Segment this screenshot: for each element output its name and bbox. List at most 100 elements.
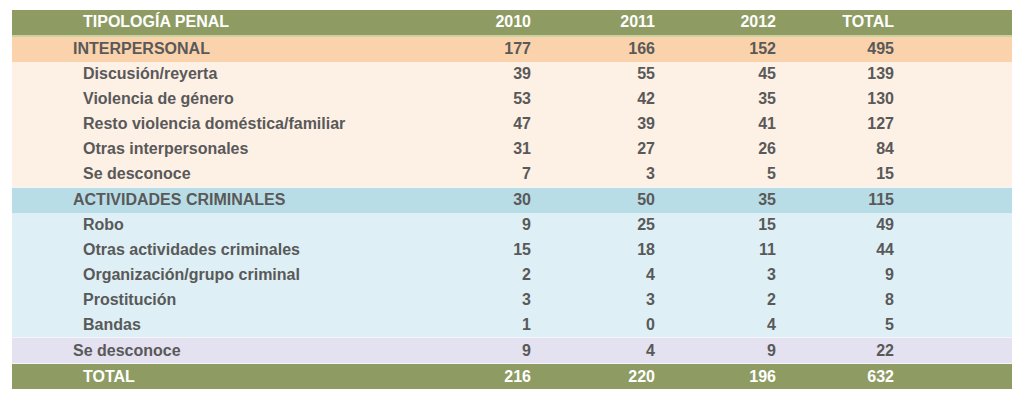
row-spacer: [894, 213, 1012, 238]
cell-value: 15: [655, 216, 776, 234]
table-row: Se desconoce94922: [12, 337, 1012, 364]
table-header-row: TIPOLOGÍA PENAL 2010 2011 2012 TOTAL: [12, 10, 1012, 37]
row-label: INTERPERSONAL: [12, 40, 452, 58]
row-label: ACTIVIDADES CRIMINALES: [12, 191, 452, 209]
column-header-total: TOTAL: [776, 13, 894, 31]
cell-value: 9: [655, 342, 776, 360]
cell-value: 84: [776, 140, 894, 158]
cell-value: 177: [452, 40, 531, 58]
cell-value: 152: [655, 40, 776, 58]
cell-value: 4: [531, 342, 655, 360]
cell-value: 41: [655, 115, 776, 133]
row-label: Otras interpersonales: [12, 140, 452, 158]
cell-value: 27: [531, 140, 655, 158]
cell-value: 216: [452, 368, 531, 386]
cell-value: 50: [531, 191, 655, 209]
cell-value: 2: [655, 291, 776, 309]
cell-value: 4: [531, 266, 655, 284]
cell-value: 9: [452, 342, 531, 360]
cell-value: 26: [655, 140, 776, 158]
table-row: ACTIVIDADES CRIMINALES305035115: [12, 187, 1012, 213]
cell-value: 39: [531, 115, 655, 133]
cell-value: 22: [776, 342, 894, 360]
cell-value: 3: [452, 291, 531, 309]
cell-value: 15: [452, 241, 531, 259]
column-header-tipologia-penal: TIPOLOGÍA PENAL: [12, 13, 452, 31]
row-label: Prostitución: [12, 291, 452, 309]
table-row: Robo9251549: [12, 213, 1012, 238]
row-label: Discusión/reyerta: [12, 65, 452, 83]
table-row: Discusión/reyerta395545139: [12, 62, 1012, 87]
cell-value: 47: [452, 115, 531, 133]
cell-value: 495: [776, 40, 894, 58]
row-spacer: [894, 188, 1012, 213]
row-spacer: [894, 364, 1012, 389]
table-row: TOTAL216220196632: [12, 364, 1012, 389]
row-label: Se desconoce: [12, 342, 452, 360]
cell-value: 115: [776, 191, 894, 209]
cell-value: 25: [531, 216, 655, 234]
penal-typology-table: TIPOLOGÍA PENAL 2010 2011 2012 TOTAL INT…: [12, 10, 1012, 389]
table-row: Organización/grupo criminal2439: [12, 262, 1012, 287]
column-header-2011: 2011: [531, 13, 655, 31]
cell-value: 49: [776, 216, 894, 234]
cell-value: 11: [655, 241, 776, 259]
cell-value: 130: [776, 90, 894, 108]
cell-value: 18: [531, 241, 655, 259]
row-label: Violencia de género: [12, 90, 452, 108]
column-header-2012: 2012: [655, 13, 776, 31]
row-spacer: [894, 338, 1012, 363]
cell-value: 42: [531, 90, 655, 108]
cell-value: 127: [776, 115, 894, 133]
cell-value: 55: [531, 65, 655, 83]
table-row: Violencia de género534235130: [12, 87, 1012, 112]
row-label: Bandas: [12, 316, 452, 334]
cell-value: 166: [531, 40, 655, 58]
row-spacer: [894, 262, 1012, 287]
cell-value: 45: [655, 65, 776, 83]
cell-value: 35: [655, 90, 776, 108]
row-spacer: [894, 112, 1012, 137]
row-label: Robo: [12, 216, 452, 234]
cell-value: 4: [655, 316, 776, 334]
cell-value: 3: [655, 266, 776, 284]
cell-value: 3: [531, 291, 655, 309]
cell-value: 3: [531, 165, 655, 183]
cell-value: 35: [655, 191, 776, 209]
table-row: Se desconoce73515: [12, 162, 1012, 187]
cell-value: 44: [776, 241, 894, 259]
cell-value: 31: [452, 140, 531, 158]
table-row: Prostitución3328: [12, 287, 1012, 312]
row-label: Se desconoce: [12, 165, 452, 183]
row-spacer: [894, 287, 1012, 312]
cell-value: 1: [452, 316, 531, 334]
row-label: Resto violencia doméstica/familiar: [12, 115, 452, 133]
cell-value: 196: [655, 368, 776, 386]
cell-value: 2: [452, 266, 531, 284]
table-row: INTERPERSONAL177166152495: [12, 37, 1012, 62]
cell-value: 139: [776, 65, 894, 83]
cell-value: 632: [776, 368, 894, 386]
cell-value: 5: [655, 165, 776, 183]
table-row: Bandas1045: [12, 312, 1012, 337]
row-spacer: [894, 237, 1012, 262]
row-spacer: [894, 162, 1012, 187]
row-spacer: [894, 37, 1012, 62]
cell-value: 53: [452, 90, 531, 108]
cell-value: 220: [531, 368, 655, 386]
cell-value: 39: [452, 65, 531, 83]
column-header-2010: 2010: [452, 13, 531, 31]
header-spacer: [894, 10, 1012, 35]
cell-value: 15: [776, 165, 894, 183]
row-label: Otras actividades criminales: [12, 241, 452, 259]
cell-value: 9: [776, 266, 894, 284]
row-label: Organización/grupo criminal: [12, 266, 452, 284]
table-row: Otras actividades criminales15181144: [12, 237, 1012, 262]
row-spacer: [894, 62, 1012, 87]
row-spacer: [894, 137, 1012, 162]
row-spacer: [894, 312, 1012, 337]
cell-value: 0: [531, 316, 655, 334]
cell-value: 8: [776, 291, 894, 309]
cell-value: 7: [452, 165, 531, 183]
table-row: Otras interpersonales31272684: [12, 137, 1012, 162]
